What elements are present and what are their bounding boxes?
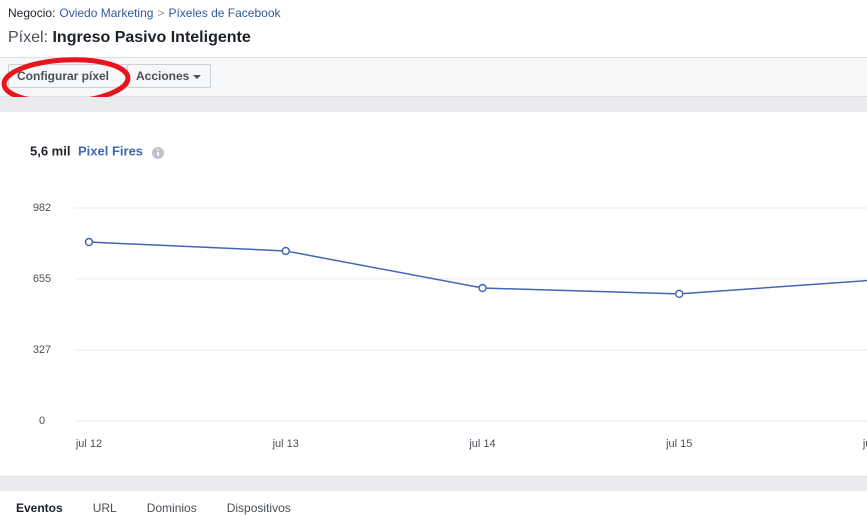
y-tick-label: 655 — [33, 273, 51, 285]
data-point — [478, 283, 487, 293]
tab[interactable]: Eventos — [16, 501, 63, 515]
tab[interactable]: URL — [92, 501, 117, 515]
tab-bar: Eventos URL Dominios Dispositivos — [16, 501, 321, 515]
x-tick-label: jul 16 — [862, 438, 867, 450]
data-point — [675, 289, 684, 299]
data-point — [84, 237, 94, 247]
breadcrumb: Negocio: Oviedo Marketing > Píxeles de Face… — [8, 6, 285, 20]
header: Píxel: Ingreso Pasivo Inteligente — [8, 29, 251, 47]
separator — [0, 97, 867, 112]
info-icon-glyph — [157, 152, 159, 156]
crumb-section[interactable]: Píxeles de Facebook — [168, 6, 281, 20]
info-icon-dot — [157, 149, 159, 151]
tab[interactable]: Dispositivos — [226, 501, 291, 515]
series-line — [88, 241, 867, 295]
y-tick-label: 982 — [33, 202, 51, 214]
crumb-business[interactable]: Oviedo Marketing — [59, 6, 154, 20]
y-tick-label: 327 — [33, 344, 51, 356]
header-label: Píxel: — [8, 29, 49, 46]
x-tick-label: jul 14 — [468, 438, 495, 450]
actions-label: Acciones — [136, 69, 190, 83]
summary-value: 5,6 mil — [30, 143, 70, 158]
data-point — [281, 246, 290, 256]
chart: 5,6 mil Pixel Fires 0 327 655 982 jul 12 jul … — [30, 143, 867, 450]
tab[interactable]: Dominios — [146, 501, 197, 515]
series-name[interactable]: Pixel Fires — [78, 143, 143, 158]
x-tick-label: jul 12 — [75, 438, 102, 450]
crumb-prefix: Negocio: — [8, 6, 56, 20]
crumb-separator: > — [157, 6, 165, 20]
x-tick-label: jul 13 — [272, 438, 299, 450]
dropdown-arrow — [192, 75, 201, 79]
separator — [0, 476, 867, 491]
y-tick-label: 0 — [39, 415, 45, 427]
header-title: Ingreso Pasivo Inteligente — [52, 29, 251, 46]
x-tick-label: jul 15 — [665, 438, 692, 450]
